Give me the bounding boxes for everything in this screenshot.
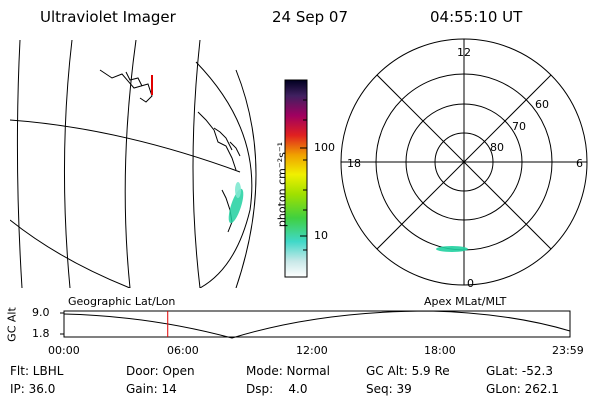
polar-label-18: 18 (347, 157, 361, 170)
status-glon: GLon: 262.1 (486, 382, 559, 396)
status-glat: GLat: -52.3 (486, 364, 553, 378)
timeline-tick-0600: 06:00 (167, 344, 199, 357)
altitude-curve (63, 310, 571, 339)
geographic-label: Geographic Lat/Lon (68, 295, 176, 308)
status-seq: Seq: 39 (366, 382, 412, 396)
timeline-y-max: 9.0 (32, 306, 50, 319)
status-ip: IP: 36.0 (10, 382, 56, 396)
timeline-axis-ticks (60, 312, 64, 335)
date-label: 24 Sep 07 (272, 8, 348, 26)
color-bar-ticks (300, 99, 307, 251)
polar-label-80: 80 (490, 141, 504, 154)
apex-label: Apex MLat/MLT (424, 295, 507, 308)
timeline-tick-1200: 12:00 (296, 344, 328, 357)
colorbar-tick-10: 10 (314, 229, 328, 242)
colorbar-unit-label: photon cm⁻²s⁻¹ (275, 141, 289, 228)
status-dsp: Dsp: 4.0 (246, 382, 308, 396)
color-bar (284, 79, 308, 278)
timeline-tick-1800: 18:00 (424, 344, 456, 357)
polar-label-6: 6 (576, 157, 583, 170)
polar-label-70: 70 (512, 120, 526, 133)
polar-plot (340, 38, 588, 286)
status-door: Door: Open (126, 364, 195, 378)
timeline-y-min: 1.8 (32, 327, 50, 340)
app-title: Ultraviolet Imager (40, 8, 176, 26)
polar-label-60: 60 (535, 98, 549, 111)
timeline-tick-0000: 00:00 (48, 344, 80, 357)
polar-aurora (436, 246, 468, 252)
polar-label-0: 0 (467, 277, 474, 290)
timeline-y-title: GC Alt (5, 307, 19, 342)
polar-label-12: 12 (457, 46, 471, 59)
geographic-map (10, 40, 257, 288)
timeline-box (63, 310, 571, 338)
time-label: 04:55:10 UT (430, 8, 523, 26)
map-aurora (228, 182, 244, 224)
status-mode: Mode: Normal (246, 364, 330, 378)
timeline-tick-2359: 23:59 (552, 344, 584, 357)
colorbar-tick-100: 100 (314, 141, 335, 154)
status-filter: Flt: LBHL (10, 364, 64, 378)
status-gc-alt: GC Alt: 5.9 Re (366, 364, 450, 378)
status-gain: Gain: 14 (126, 382, 177, 396)
